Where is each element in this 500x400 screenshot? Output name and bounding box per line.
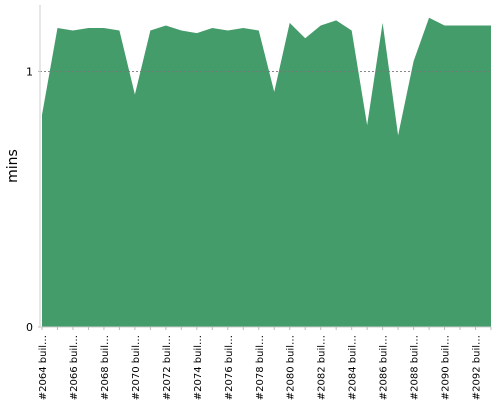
x-tick-label: #2092 buil…: [472, 335, 483, 400]
x-tick-label: #2090 buil…: [441, 335, 452, 400]
x-tick-label: #2076 buil…: [224, 335, 235, 400]
y-tick-label: 0: [26, 321, 33, 334]
y-axis-label: mins: [5, 149, 21, 183]
x-tick-label: #2078 buil…: [255, 335, 266, 400]
y-tick-label: 1: [26, 65, 33, 78]
x-tick-label: #2082 buil…: [317, 335, 328, 400]
x-tick-label: #2068 buil…: [100, 335, 111, 400]
x-tick-label: #2086 buil…: [379, 335, 390, 400]
x-tick-label: #2070 buil…: [131, 335, 142, 400]
x-tick-label: #2074 buil…: [193, 335, 204, 400]
x-tick-label: #2088 buil…: [410, 335, 421, 400]
x-tick-label: #2084 buil…: [348, 335, 359, 400]
x-tick-label: #2080 buil…: [286, 335, 297, 400]
area: [42, 17, 491, 328]
x-tick-label: #2066 buil…: [69, 335, 80, 400]
x-tick-label: #2072 buil…: [162, 335, 173, 400]
x-tick-label: #2064 buil…: [38, 335, 49, 400]
